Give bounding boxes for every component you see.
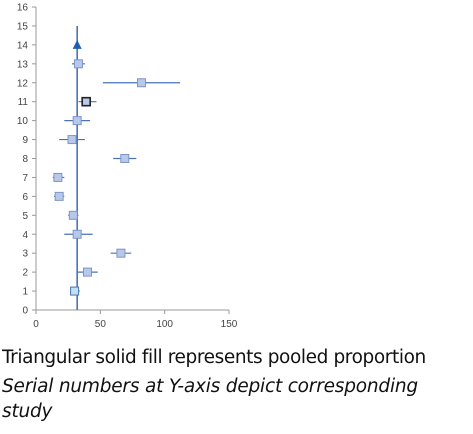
y-tick-label: 3	[22, 249, 28, 260]
study-markers	[52, 59, 181, 296]
caption-pooled-note: Triangular solid fill represents pooled …	[2, 347, 426, 368]
x-tick-label: 50	[95, 319, 107, 330]
study-4-marker	[72, 229, 82, 239]
y-tick-label: 13	[17, 59, 29, 70]
study-8-marker	[120, 154, 130, 163]
y-tick-label: 2	[22, 268, 28, 279]
study-10-marker	[72, 116, 82, 126]
y-tick-label: 4	[22, 230, 28, 241]
y-tick-label: 8	[22, 154, 28, 165]
y-tick-label: 10	[17, 116, 29, 127]
x-tick-label: 0	[33, 319, 39, 330]
y-tick-label: 9	[22, 135, 28, 146]
y-tick-label: 12	[17, 78, 29, 89]
y-tick-label: 7	[22, 173, 28, 184]
pooled-estimate-group	[72, 39, 82, 49]
study-3-marker	[116, 248, 126, 258]
study-1-marker	[70, 286, 80, 296]
study-9-marker	[67, 135, 77, 145]
pooled-estimate-triangle	[72, 39, 82, 49]
y-tick-label: 11	[18, 97, 29, 108]
study-2-marker	[82, 267, 92, 277]
y-tick-label: 6	[22, 192, 28, 203]
x-tick-label: 100	[156, 319, 173, 330]
y-tick-label: 5	[22, 211, 28, 222]
study-12-marker	[137, 78, 147, 88]
study-13-marker	[73, 59, 83, 69]
y-tick-label: 0	[22, 306, 28, 317]
x-tick-label: 150	[221, 319, 238, 330]
y-tick-label: 15	[17, 21, 29, 32]
y-tick-label: 1	[22, 287, 28, 298]
chart-axes	[32, 6, 230, 314]
study-5-marker	[68, 210, 78, 220]
y-tick-label: 14	[17, 40, 29, 51]
y-tick-label: 16	[17, 3, 29, 14]
study-11-marker	[81, 96, 91, 107]
study-7-marker	[53, 172, 63, 182]
study-6-marker	[54, 191, 64, 201]
caption-study-note: Serial numbers at Y-axis depict correspo…	[2, 376, 418, 422]
x-axis-tick-labels: 0 50 100 150	[33, 319, 238, 330]
